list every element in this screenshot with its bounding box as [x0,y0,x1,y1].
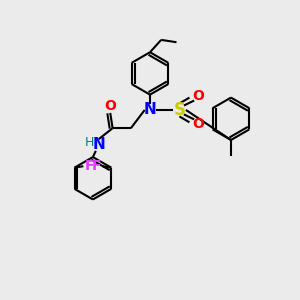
Text: N: N [144,103,156,118]
Text: F: F [85,159,94,173]
Text: O: O [104,99,116,113]
Text: H: H [84,136,94,149]
Text: O: O [192,89,204,103]
Text: S: S [173,101,185,119]
Text: O: O [192,117,204,131]
Text: F: F [92,159,101,173]
Text: N: N [92,137,105,152]
